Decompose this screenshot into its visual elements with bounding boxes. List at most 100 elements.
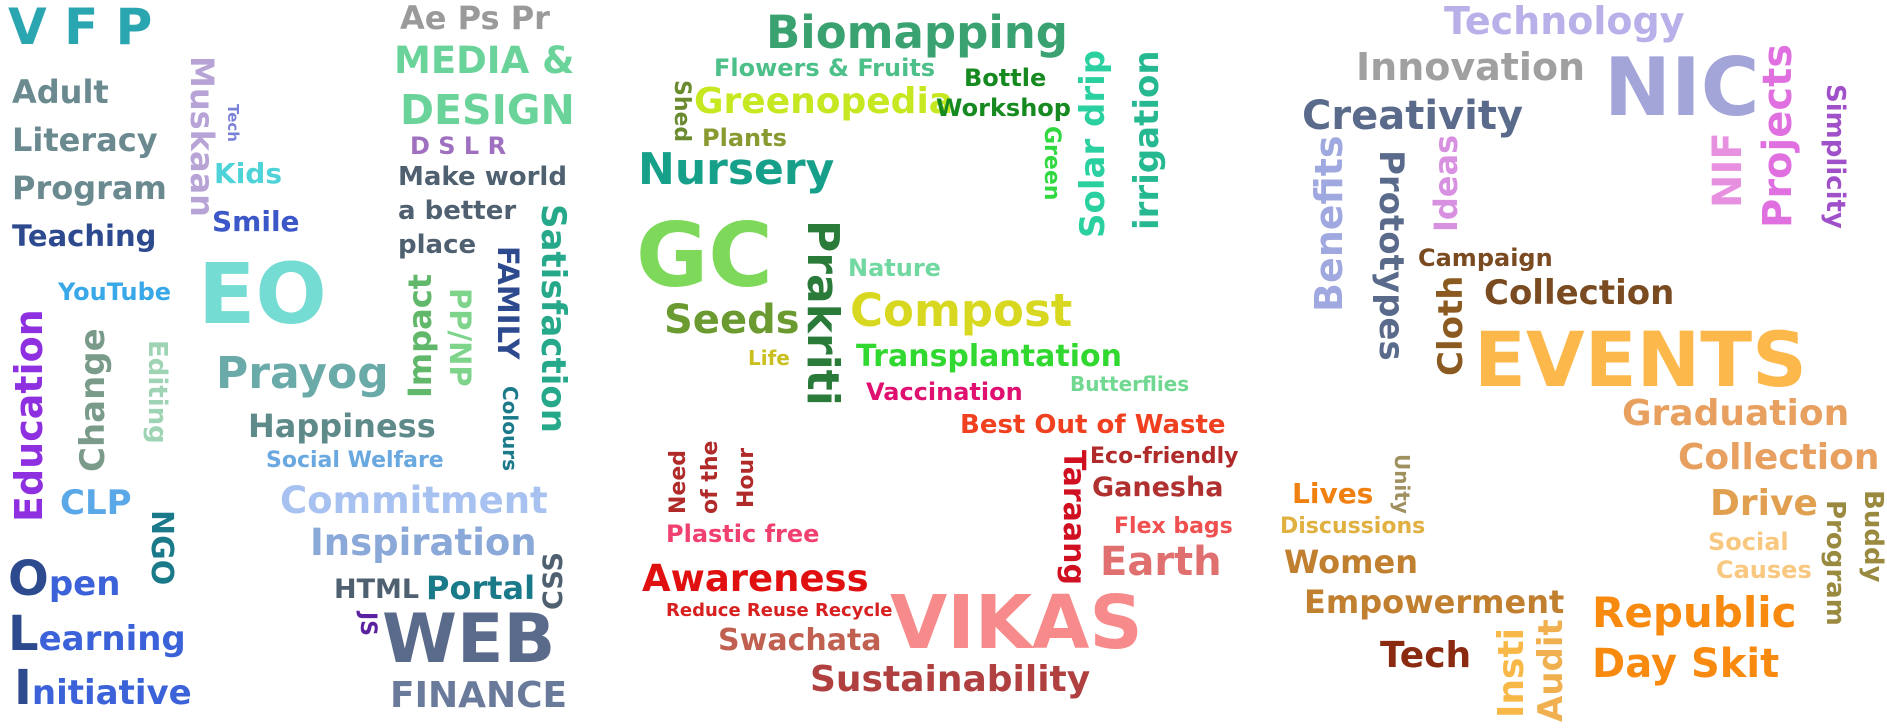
word-learning-rest: earning [38, 619, 186, 659]
word-shed: Shed [669, 80, 694, 143]
word-benefits: Benefits [1307, 135, 1351, 312]
word-initiative: Initiative [14, 664, 192, 712]
word-open-initial: O [8, 551, 49, 607]
word-literacy: Literacy [12, 121, 158, 159]
word-muskaan: Muskaan [183, 56, 221, 217]
word-sustainability: Sustainability [810, 659, 1091, 700]
word-workshop: Workshop [936, 94, 1071, 122]
word-nature: Nature [848, 254, 941, 282]
word-insti: Insti [1491, 628, 1532, 718]
word-empowerment: Empowerment [1304, 583, 1565, 621]
word-commitment: Commitment [280, 479, 548, 522]
word-irrigation: irrigation [1127, 50, 1167, 230]
word-nursery: Nursery [638, 144, 835, 195]
word-creativity: Creativity [1302, 93, 1524, 139]
word-lives: Lives [1292, 477, 1374, 510]
word-cloth: Cloth [1431, 275, 1471, 376]
word-flex-bags: Flex bags [1114, 514, 1233, 539]
word-place: place [398, 230, 477, 260]
word-satisfaction: Satisfaction [533, 204, 573, 433]
word-inspiration: Inspiration [310, 521, 537, 564]
word-teaching: Teaching [12, 219, 157, 253]
word-unity: Unity [1390, 454, 1414, 514]
word-audit: Audit [1531, 619, 1571, 722]
word-transplantation: Transplantation [856, 339, 1122, 374]
word-a-better: a better [398, 196, 517, 226]
word-impact: Impact [401, 273, 439, 398]
word-swachata: Swachata [718, 623, 882, 658]
word-ganesha: Ganesha [1092, 472, 1224, 503]
word-hour: Hour [734, 447, 759, 508]
word-simplicity: Simplicity [1820, 84, 1850, 229]
word-open: Open [8, 555, 120, 603]
word-earth: Earth [1100, 539, 1222, 585]
word-awareness: Awareness [642, 557, 869, 600]
word-social-welfare: Social Welfare [266, 448, 444, 473]
word-learning: Learning [8, 610, 186, 658]
word-greenopedia: Greenopedia [694, 81, 954, 122]
word-change: Change [73, 328, 113, 472]
word-plants: Plants [702, 124, 787, 152]
word-html: HTML [334, 574, 420, 605]
word-smile: Smile [212, 205, 300, 238]
word-social: Social [1708, 528, 1789, 556]
word-nif: NIF [1705, 132, 1751, 208]
word-initiative-rest: nitiative [31, 673, 192, 713]
word-collection-nic: Collection [1484, 273, 1675, 313]
word-seeds: Seeds [664, 297, 800, 343]
word-day-skit: Day Skit [1592, 641, 1780, 687]
word-clp: CLP [60, 483, 132, 523]
word-vaccination: Vaccination [866, 378, 1023, 406]
word-technology: Technology [1444, 0, 1685, 43]
word-design: DESIGN [400, 86, 575, 134]
word-kids: Kids [214, 157, 283, 190]
word-flowers-fruits: Flowers & Fruits [714, 54, 936, 82]
word-discussions: Discussions [1280, 514, 1426, 539]
word-adult: Adult [12, 73, 109, 111]
word-initiative-initial: I [14, 660, 32, 716]
word-innovation: Innovation [1356, 45, 1586, 89]
word-program: Program [12, 169, 167, 207]
word-editing: Editing [142, 340, 172, 444]
word-web: WEB [382, 600, 556, 679]
word-family: FAMILY [491, 246, 525, 360]
word-reduce-reuse-recycle: Reduce Reuse Recycle [666, 600, 893, 621]
word-of-the: of the [698, 440, 723, 514]
word-gc: GC [636, 204, 773, 307]
word-tech: Tech [224, 104, 242, 142]
word-plastic-free: Plastic free [666, 520, 820, 548]
word-prototypes: Prototypes [1371, 150, 1411, 361]
word-colours: Colours [498, 386, 522, 472]
word-butterflies: Butterflies [1070, 372, 1190, 396]
word-finance: FINANCE [390, 675, 568, 716]
word-projects: Projects [1755, 43, 1801, 228]
word-nic: NIC [1604, 41, 1760, 134]
word-green: Green [1039, 126, 1064, 201]
word-learning-initial: L [8, 606, 39, 662]
word-dslr: D S L R [410, 132, 507, 160]
word-portal: Portal [426, 569, 536, 607]
word-happiness: Happiness [248, 407, 436, 445]
word-ngo: NGO [144, 510, 179, 586]
word-ppnp: PP/NP [443, 288, 477, 387]
word-education: Education [7, 309, 51, 522]
word-drive: Drive [1710, 483, 1818, 524]
word-graduation: Graduation [1622, 393, 1850, 434]
word-republic: Republic [1592, 588, 1797, 637]
word-ideas: Ideas [1427, 134, 1465, 232]
word-taraang: Taraang [1056, 450, 1091, 585]
word-best-out-of-waste: Best Out of Waste [960, 410, 1226, 440]
word-eo: EO [198, 245, 327, 343]
word-open-rest: pen [48, 564, 121, 604]
word-bottle: Bottle [964, 64, 1047, 92]
word-compost: Compost [850, 284, 1073, 337]
word-solar-drip: Solar drip [1073, 49, 1113, 238]
word-need: Need [666, 449, 691, 514]
word-prakriti: Prakriti [797, 220, 848, 406]
word-campaign: Campaign [1418, 244, 1553, 272]
word-causes: Causes [1716, 556, 1812, 584]
word-life: Life [748, 346, 790, 370]
word-tech-events: Tech [1380, 635, 1472, 676]
word-make-world: Make world [398, 162, 567, 192]
